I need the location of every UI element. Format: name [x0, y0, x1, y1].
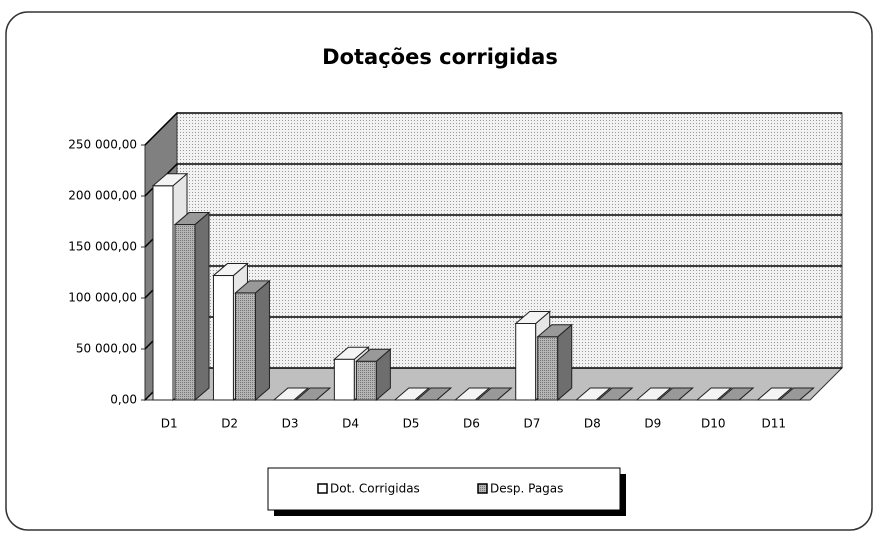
bar — [415, 387, 453, 401]
bar-top — [173, 212, 211, 226]
bar-side — [557, 323, 573, 402]
x-tick-label: D11 — [761, 417, 786, 431]
bar-front — [174, 224, 196, 401]
back-wall — [176, 112, 843, 369]
y-tick-label: 100 000,00 — [68, 291, 137, 305]
bar — [695, 387, 733, 401]
y-tick-label: 200 000,00 — [68, 189, 137, 203]
x-tick-label: D6 — [463, 417, 480, 431]
legend-label: Desp. Pagas — [490, 482, 563, 496]
bar-top — [333, 346, 370, 360]
bar — [717, 387, 755, 401]
chart-title: Dotações corrigidas — [322, 45, 558, 69]
grid-line — [144, 112, 842, 146]
bar-top — [536, 324, 574, 338]
bar-top — [355, 348, 392, 362]
bar-top — [475, 387, 513, 401]
x-tick-label: D8 — [584, 417, 601, 431]
bar-top — [514, 311, 552, 324]
x-tick-label: D2 — [221, 417, 238, 431]
bar — [234, 279, 271, 402]
bar-top — [635, 387, 672, 401]
y-tick-label: 0,00 — [110, 393, 137, 407]
bar-top — [272, 387, 310, 401]
bar-front — [537, 336, 559, 401]
y-tick-label: 150 000,00 — [68, 240, 137, 254]
bar — [635, 387, 672, 401]
bar — [294, 387, 332, 401]
bar-top — [778, 387, 815, 401]
y-tick-label: 250 000,00 — [68, 138, 137, 152]
bar — [596, 387, 634, 401]
x-tick-label: D7 — [523, 417, 540, 431]
bar-front — [333, 358, 355, 401]
bar — [393, 387, 431, 401]
bar — [355, 348, 392, 402]
legend-swatch — [477, 483, 488, 494]
bar-top — [393, 387, 431, 401]
bar-front — [152, 185, 174, 401]
x-tick-label: D1 — [161, 417, 178, 431]
x-tick-label: D4 — [342, 417, 359, 431]
bar-top — [415, 387, 453, 401]
bar — [756, 387, 793, 401]
x-tick-label: D5 — [403, 417, 420, 431]
bar-front — [234, 292, 256, 401]
bar-front — [355, 360, 377, 401]
bar — [536, 323, 574, 402]
bar-top — [695, 387, 733, 401]
bar-side — [254, 279, 270, 402]
bar — [657, 387, 694, 401]
legend-label: Dot. Corrigidas — [330, 482, 420, 496]
bar-top — [151, 173, 189, 187]
bar-top — [756, 387, 793, 401]
bar-top — [212, 263, 249, 277]
y-tick-label: 50 000,00 — [76, 342, 137, 356]
bar — [778, 387, 815, 401]
bar-top — [574, 387, 612, 401]
legend-swatch — [317, 483, 328, 494]
x-tick-label: D10 — [701, 417, 726, 431]
bar — [272, 387, 310, 401]
x-tick-label: D9 — [644, 417, 661, 431]
bar-top — [234, 280, 271, 294]
bar-front — [515, 323, 537, 401]
x-tick-label: D3 — [282, 417, 299, 431]
bar — [475, 387, 513, 401]
bar-top — [294, 387, 332, 401]
bar-top — [453, 387, 491, 401]
bar-top — [596, 387, 634, 401]
bar — [173, 211, 211, 402]
bar-side — [194, 211, 210, 402]
bar-top — [657, 387, 694, 401]
bar-front — [212, 275, 234, 401]
bar-top — [717, 387, 755, 401]
bar — [574, 387, 612, 401]
bar — [453, 387, 491, 401]
